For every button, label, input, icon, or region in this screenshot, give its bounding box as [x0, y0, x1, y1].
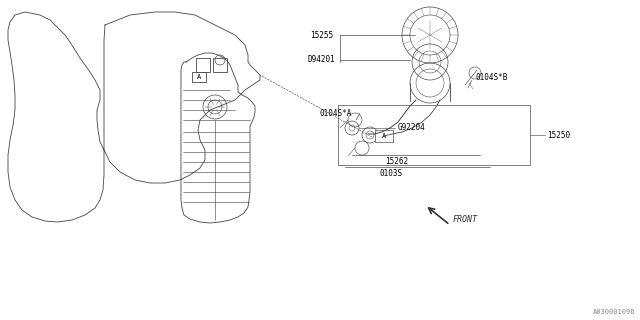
Bar	[213, 58, 227, 72]
Text: 15262: 15262	[385, 157, 408, 166]
Text: A: A	[197, 74, 201, 80]
FancyBboxPatch shape	[192, 72, 206, 82]
FancyBboxPatch shape	[375, 130, 393, 142]
Bar	[196, 58, 210, 72]
Text: 0103S: 0103S	[380, 170, 403, 179]
Bar	[338, 105, 530, 165]
Text: A: A	[382, 133, 386, 139]
Text: FRONT: FRONT	[453, 215, 478, 225]
Text: 15250: 15250	[547, 131, 570, 140]
Text: D94201: D94201	[308, 54, 336, 63]
Text: 0104S*B: 0104S*B	[475, 74, 508, 83]
Text: G92204: G92204	[398, 124, 426, 132]
Text: 15255: 15255	[310, 30, 333, 39]
Text: 0104S*A: 0104S*A	[320, 108, 353, 117]
Text: A030001096: A030001096	[593, 309, 635, 315]
